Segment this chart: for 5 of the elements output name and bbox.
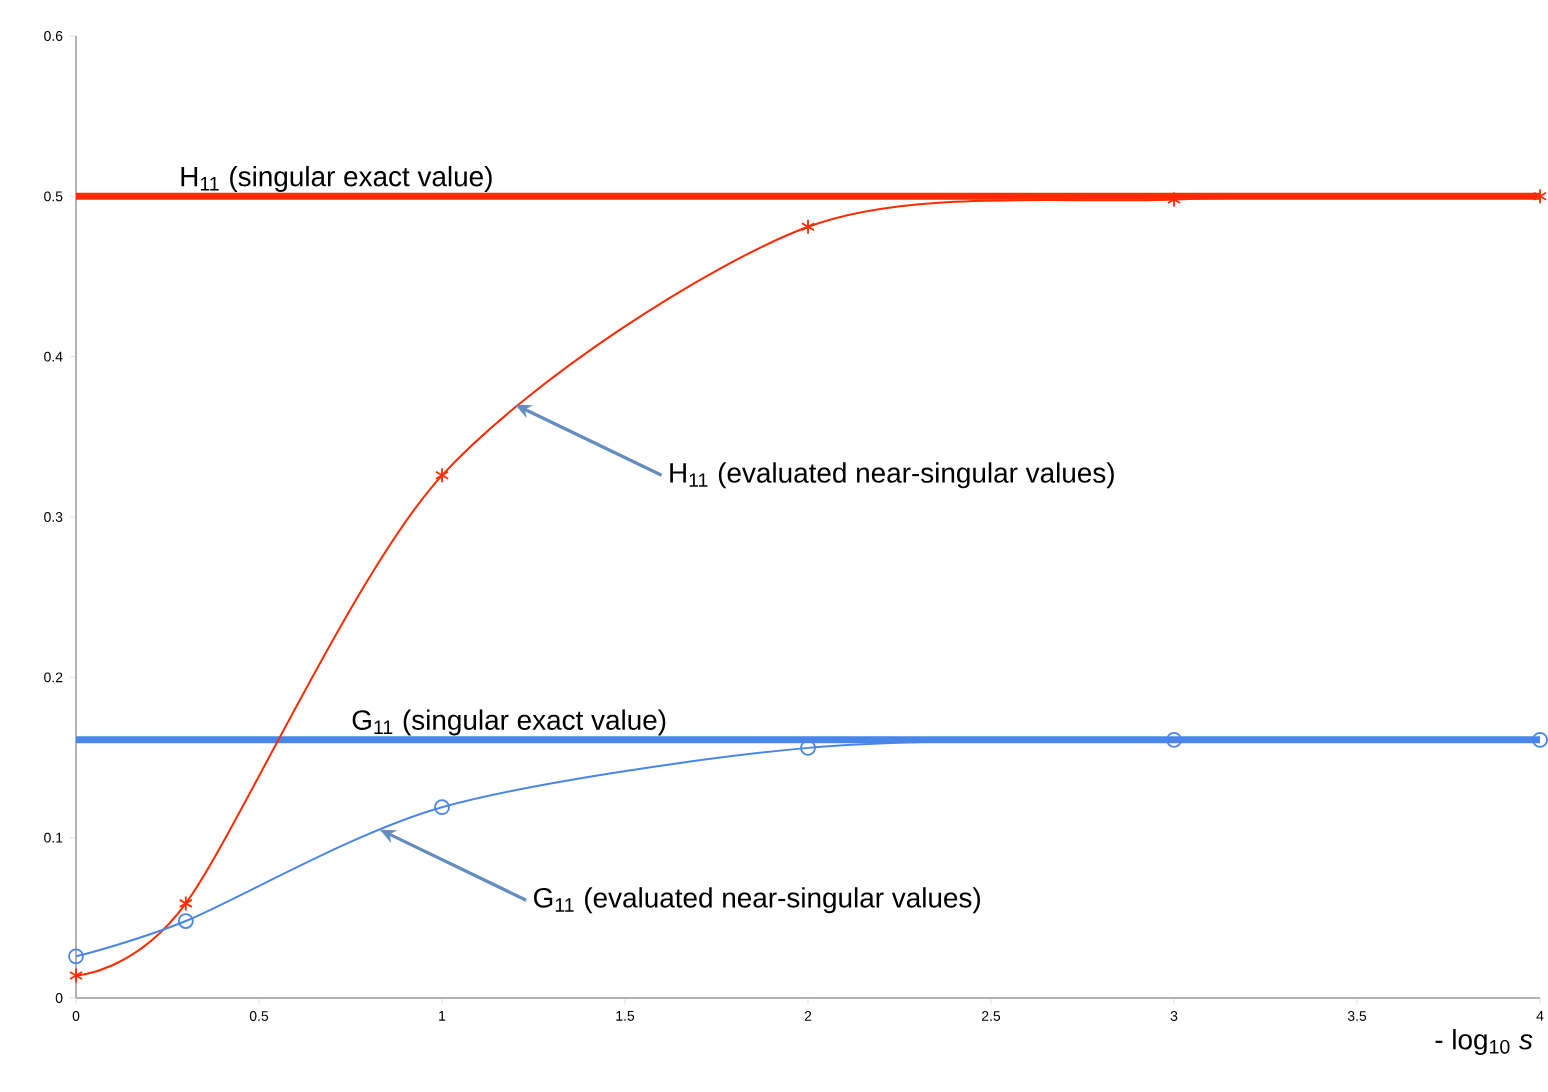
annotation: H$_{11}$ (evaluated near-singular values)	[670, 462, 1114, 489]
x-axis-title: - log$_{10}$ s	[1435, 1029, 1533, 1056]
ref-line-label: G$_{11}$ (singular exact value)	[352, 709, 666, 736]
annotation: G$_{11}$ (evaluated near-singular values)	[533, 887, 980, 914]
ref-line-label: H$_{11}$ (singular exact value)	[181, 165, 492, 192]
